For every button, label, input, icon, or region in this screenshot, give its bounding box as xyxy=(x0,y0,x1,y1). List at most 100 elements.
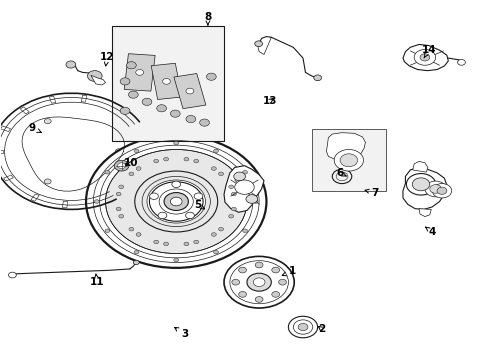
Circle shape xyxy=(142,98,152,105)
Text: 3: 3 xyxy=(174,327,188,339)
Circle shape xyxy=(218,228,223,231)
Text: 1: 1 xyxy=(282,266,295,276)
Circle shape xyxy=(136,167,141,170)
Circle shape xyxy=(158,212,166,219)
Circle shape xyxy=(242,171,247,174)
Polygon shape xyxy=(0,126,10,131)
Circle shape xyxy=(114,160,129,171)
Text: 10: 10 xyxy=(124,158,138,168)
Circle shape xyxy=(44,119,51,124)
Circle shape xyxy=(105,229,110,233)
Circle shape xyxy=(170,110,180,117)
Circle shape xyxy=(233,172,245,181)
Circle shape xyxy=(431,184,451,198)
Polygon shape xyxy=(91,75,105,85)
Circle shape xyxy=(194,193,203,199)
Circle shape xyxy=(218,172,223,176)
Circle shape xyxy=(231,279,239,285)
Text: 2: 2 xyxy=(317,324,325,334)
Circle shape xyxy=(271,267,279,273)
Circle shape xyxy=(170,197,182,206)
Circle shape xyxy=(183,242,188,246)
Polygon shape xyxy=(22,117,124,191)
Polygon shape xyxy=(174,73,205,109)
Circle shape xyxy=(246,273,271,291)
Circle shape xyxy=(134,250,139,254)
Circle shape xyxy=(313,75,321,81)
Circle shape xyxy=(183,157,188,161)
Circle shape xyxy=(116,207,121,211)
Circle shape xyxy=(211,233,216,236)
Circle shape xyxy=(206,73,216,80)
Text: 8: 8 xyxy=(204,12,211,25)
Circle shape xyxy=(129,228,134,231)
Circle shape xyxy=(105,171,110,174)
Circle shape xyxy=(231,207,236,211)
Circle shape xyxy=(231,192,236,196)
Circle shape xyxy=(193,159,198,163)
Circle shape xyxy=(298,323,307,330)
Circle shape xyxy=(94,200,99,203)
Circle shape xyxy=(173,258,178,262)
Circle shape xyxy=(429,185,441,193)
Circle shape xyxy=(153,240,158,244)
Text: 7: 7 xyxy=(364,188,378,198)
Circle shape xyxy=(242,229,247,233)
Circle shape xyxy=(173,141,178,145)
Text: 4: 4 xyxy=(425,227,435,237)
Circle shape xyxy=(333,149,363,171)
Polygon shape xyxy=(20,107,29,114)
Circle shape xyxy=(411,178,429,191)
Text: 13: 13 xyxy=(262,96,277,106)
Circle shape xyxy=(44,179,51,184)
Circle shape xyxy=(119,215,123,218)
Circle shape xyxy=(253,278,264,287)
Polygon shape xyxy=(31,194,39,201)
Circle shape xyxy=(228,185,233,189)
Bar xyxy=(311,129,385,192)
Circle shape xyxy=(157,105,166,112)
Text: 6: 6 xyxy=(335,168,346,178)
Circle shape xyxy=(136,69,143,75)
Circle shape xyxy=(419,54,429,61)
Circle shape xyxy=(436,187,446,194)
Circle shape xyxy=(413,49,435,65)
Circle shape xyxy=(171,181,180,188)
Circle shape xyxy=(457,59,465,65)
Circle shape xyxy=(163,193,188,211)
Circle shape xyxy=(115,149,122,154)
Circle shape xyxy=(153,159,158,163)
Circle shape xyxy=(288,316,317,338)
Polygon shape xyxy=(49,96,56,103)
Circle shape xyxy=(8,272,16,278)
Polygon shape xyxy=(93,198,100,205)
Circle shape xyxy=(228,215,233,218)
Circle shape xyxy=(129,172,134,176)
Circle shape xyxy=(238,267,246,273)
Circle shape xyxy=(149,182,203,221)
Circle shape xyxy=(245,195,257,203)
Circle shape xyxy=(126,62,136,69)
Circle shape xyxy=(185,88,193,94)
Circle shape xyxy=(255,262,263,268)
Text: 9: 9 xyxy=(29,123,41,133)
Circle shape xyxy=(193,240,198,244)
Circle shape xyxy=(185,212,194,219)
Polygon shape xyxy=(3,175,13,181)
Circle shape xyxy=(254,41,262,46)
Circle shape xyxy=(116,192,121,196)
Text: 14: 14 xyxy=(421,45,435,58)
Polygon shape xyxy=(402,167,446,210)
Circle shape xyxy=(136,233,141,236)
Circle shape xyxy=(87,71,102,81)
Circle shape xyxy=(149,193,158,199)
Polygon shape xyxy=(402,44,447,71)
Circle shape xyxy=(253,200,258,203)
Circle shape xyxy=(406,174,435,195)
Circle shape xyxy=(162,78,170,84)
Circle shape xyxy=(339,154,357,167)
Circle shape xyxy=(424,181,446,197)
Polygon shape xyxy=(81,95,87,102)
Circle shape xyxy=(255,297,263,302)
Circle shape xyxy=(120,107,130,114)
